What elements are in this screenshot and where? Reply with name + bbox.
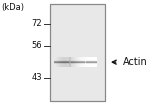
- Bar: [96, 57, 97, 68]
- Bar: [69, 57, 71, 68]
- Bar: [62, 57, 63, 68]
- Bar: [54, 62, 97, 63]
- Bar: [85, 57, 87, 68]
- Text: Actin: Actin: [123, 57, 148, 67]
- Bar: [58, 57, 59, 68]
- Bar: [93, 57, 94, 68]
- Bar: [54, 57, 56, 68]
- Bar: [67, 57, 68, 68]
- Text: 43: 43: [31, 73, 42, 82]
- Bar: [76, 57, 77, 68]
- Bar: [68, 57, 70, 68]
- Bar: [81, 57, 82, 68]
- Bar: [92, 57, 93, 68]
- Bar: [70, 57, 72, 68]
- Bar: [90, 57, 91, 68]
- Bar: [83, 57, 84, 68]
- Bar: [94, 57, 95, 68]
- Bar: [63, 57, 64, 68]
- Bar: [54, 58, 97, 59]
- Bar: [77, 57, 78, 68]
- Bar: [78, 57, 79, 68]
- Bar: [75, 57, 76, 68]
- Bar: [64, 57, 65, 68]
- Bar: [87, 57, 88, 68]
- Bar: [66, 57, 67, 68]
- Bar: [54, 63, 97, 64]
- Bar: [50, 4, 105, 101]
- Bar: [89, 57, 90, 68]
- Bar: [88, 57, 89, 68]
- Bar: [80, 57, 81, 68]
- Bar: [54, 61, 97, 62]
- Text: 72: 72: [31, 19, 42, 28]
- Text: (kDa): (kDa): [2, 3, 24, 12]
- Bar: [74, 57, 75, 68]
- Bar: [59, 57, 60, 68]
- Text: 56: 56: [31, 41, 42, 50]
- Bar: [82, 57, 83, 68]
- Bar: [79, 57, 80, 68]
- Bar: [91, 57, 92, 68]
- Bar: [50, 4, 105, 101]
- Bar: [73, 57, 74, 68]
- Bar: [54, 59, 97, 60]
- Bar: [61, 57, 62, 68]
- Bar: [54, 57, 97, 58]
- Bar: [60, 57, 61, 68]
- Bar: [65, 57, 66, 68]
- Bar: [57, 57, 58, 68]
- Bar: [54, 64, 97, 65]
- Bar: [95, 57, 96, 68]
- Bar: [84, 57, 85, 68]
- Bar: [54, 66, 97, 67]
- Bar: [54, 65, 97, 66]
- Bar: [54, 60, 97, 61]
- Bar: [54, 67, 97, 68]
- Bar: [56, 57, 57, 68]
- Bar: [72, 57, 73, 68]
